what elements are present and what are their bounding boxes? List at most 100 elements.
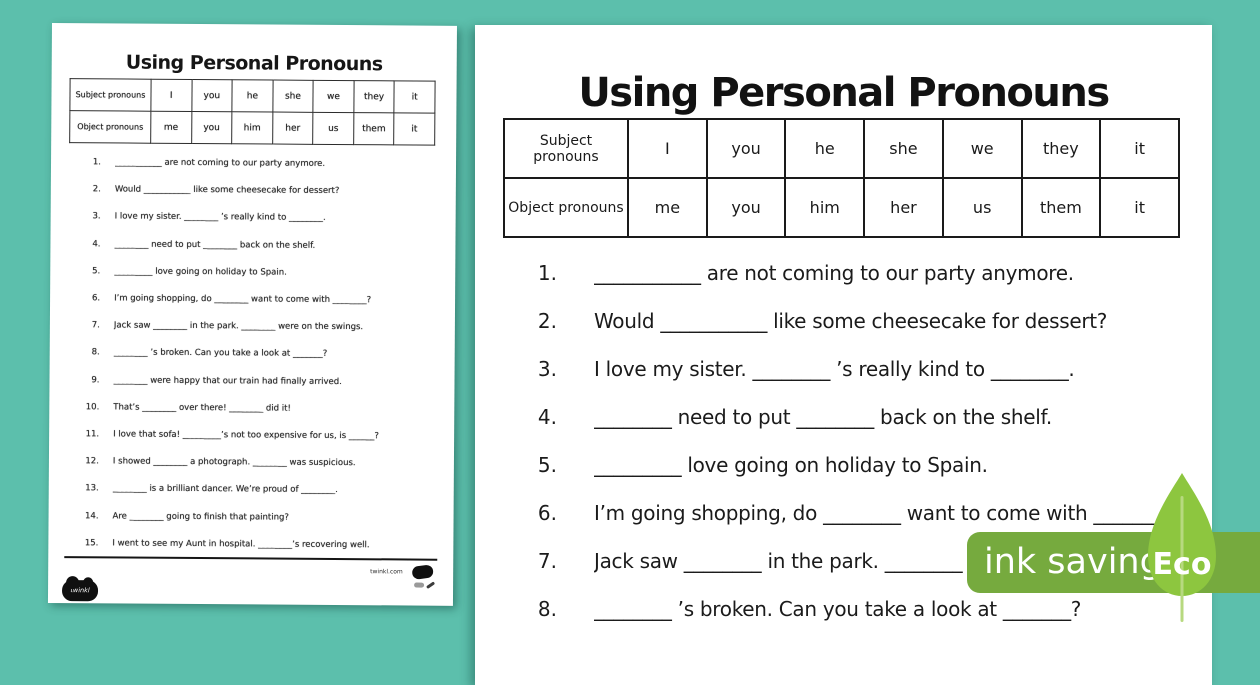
item-number: 1. — [92, 157, 102, 168]
item-number: 12. — [85, 456, 99, 467]
worksheet-page-front: Using Personal Pronouns Subject pronouns… — [475, 25, 1212, 685]
item-number: 7. — [91, 320, 100, 331]
item-text: Would ___________ like some cheesecake f… — [114, 184, 340, 197]
item-number: 13. — [85, 483, 99, 494]
item-number: 7. — [537, 549, 557, 573]
quality-badge-tick — [426, 581, 436, 589]
pronoun-cell: she — [863, 118, 944, 179]
pronoun-cell: I — [150, 79, 192, 112]
pronoun-cell: you — [705, 177, 787, 238]
item-text: ________ were happy that our train had f… — [113, 375, 342, 388]
item-number: 5. — [537, 453, 557, 477]
worksheet-item: 5. _________ love going on holiday to Spa… — [475, 453, 1212, 479]
item-number: 3. — [537, 357, 557, 381]
item-text: ________ need to put ________ back on th… — [114, 239, 316, 251]
pronoun-table: Subject pronouns I you he she we they it… — [69, 78, 436, 146]
pronoun-cell: you — [705, 118, 787, 179]
footer-site-text: twinkl.com — [370, 568, 403, 576]
pronoun-cell: him — [784, 177, 866, 238]
row-label: Object pronouns — [503, 177, 629, 238]
pronoun-cell: her — [272, 112, 314, 145]
worksheet-item: 8. ________ ’s broken. Can you take a loo… — [50, 347, 455, 362]
worksheet-item: 15. I went to see my Aunt in hospital. __… — [48, 538, 453, 553]
pronoun-cell: me — [150, 111, 192, 144]
worksheet-page-back: Using Personal Pronouns Subject pronouns… — [47, 23, 457, 606]
ink-saving-label: ink saving — [984, 542, 1162, 582]
item-text: ________ is a brilliant dancer. We’re pr… — [112, 483, 338, 496]
item-text: _________ love going on holiday to Spain… — [594, 453, 988, 477]
quality-badge-blob — [411, 564, 434, 580]
item-text: I’m going shopping, do ________ want to … — [594, 501, 1182, 525]
eco-leaf-icon: Eco — [1148, 473, 1216, 622]
worksheet-item: 6. I’m going shopping, do ________ want t… — [50, 293, 455, 308]
item-number: 3. — [92, 211, 101, 222]
item-text: ________ ’s broken. Can you take a look … — [113, 347, 328, 359]
worksheet-item: 14. Are ________ going to finish that pai… — [49, 511, 454, 526]
item-number: 2. — [537, 309, 557, 333]
twinkl-quality-badge-icon — [410, 564, 436, 589]
worksheet-item: 11. I love that sofa! _________’s not too… — [49, 429, 454, 444]
page-background: { "background_color": "#5cbfac", "worksh… — [0, 0, 1260, 630]
item-text: That’s ________ over there! ________ did… — [113, 402, 291, 414]
worksheet-item: 2. Would ___________ like some cheesecake… — [475, 309, 1212, 335]
pronoun-cell: it — [394, 112, 435, 146]
pronoun-table: Subject pronouns I you he she we they it… — [503, 118, 1180, 238]
pronoun-cell: me — [627, 177, 708, 238]
pronoun-cell: she — [272, 80, 314, 113]
item-number: 1. — [537, 261, 557, 285]
pronoun-cell: you — [191, 79, 233, 112]
page-title: Using Personal Pronouns — [125, 51, 383, 76]
worksheet-item: 6. I’m going shopping, do ________ want t… — [475, 501, 1212, 527]
eco-label: Eco — [1153, 547, 1212, 582]
pronoun-cell: we — [313, 80, 354, 113]
twinkl-logo: twinkl — [61, 580, 99, 602]
item-number: 6. — [91, 293, 101, 304]
item-text: ________ need to put ________ back on th… — [594, 405, 1052, 429]
quality-badge-mark — [414, 582, 425, 588]
item-number: 2. — [92, 184, 101, 195]
item-text: I went to see my Aunt in hospital. _____… — [112, 538, 370, 551]
row-label: Object pronouns — [69, 110, 151, 144]
table-row: Subject pronouns I you he she we they it — [503, 118, 1180, 179]
item-number: 8. — [91, 347, 100, 358]
pronoun-cell: we — [941, 118, 1023, 179]
item-number: 6. — [537, 501, 557, 525]
table-row: Object pronouns me you him her us them i… — [503, 177, 1180, 238]
worksheet-item: 3. I love my sister. ________ ’s really k… — [51, 211, 456, 226]
item-text: I showed ________ a photograph. ________… — [112, 456, 356, 469]
item-number: 5. — [92, 266, 101, 277]
item-text: I love that sofa! _________’s not too ex… — [113, 429, 379, 442]
pronoun-cell: I — [627, 118, 708, 179]
worksheet-item: 1. ___________ are not coming to our part… — [51, 157, 456, 172]
worksheet-item: 7. Jack saw ________ in the park. _______… — [50, 320, 455, 335]
item-text: I love my sister. ________ ’s really kin… — [114, 211, 326, 223]
item-text: Would ___________ like some cheesecake f… — [594, 309, 1108, 333]
worksheet-item: 4. ________ need to put ________ back on … — [475, 405, 1212, 431]
worksheet-item: 2. Would ___________ like some cheesecake… — [51, 184, 456, 199]
item-text: _________ love going on holiday to Spain… — [114, 266, 287, 278]
item-number: 15. — [84, 538, 99, 549]
pronoun-cell: he — [232, 79, 273, 113]
item-number: 10. — [85, 402, 100, 413]
worksheet-item: 4. ________ need to put ________ back on … — [50, 239, 455, 254]
worksheet-item: 5. _________ love going on holiday to Spa… — [50, 266, 455, 281]
worksheet-item: 1. ___________ are not coming to our part… — [475, 261, 1212, 287]
item-number: 9. — [91, 375, 100, 386]
pronoun-cell: you — [191, 111, 233, 144]
worksheet-item: 3. I love my sister. ________ ’s really k… — [475, 357, 1212, 383]
pronoun-cell: it — [394, 80, 436, 114]
worksheet-item: 8. ________ ’s broken. Can you take a loo… — [475, 597, 1212, 623]
item-text: I love my sister. ________ ’s really kin… — [594, 357, 1075, 381]
pronoun-cell: he — [784, 118, 866, 179]
item-number: 4. — [92, 239, 101, 250]
pronoun-cell: it — [1099, 177, 1180, 238]
worksheet-item: 9. ________ were happy that our train had… — [49, 375, 454, 390]
item-text: ___________ are not coming to our party … — [114, 157, 326, 169]
table-row: Subject pronouns I you he she we they it — [69, 78, 436, 114]
pronoun-cell: they — [1020, 118, 1102, 179]
item-number: 8. — [537, 597, 557, 621]
item-text: Are ________ going to finish that painti… — [112, 511, 289, 523]
page-title: Using Personal Pronouns — [578, 70, 1110, 116]
worksheet-item: 10. That’s ________ over there! ________ … — [49, 402, 454, 417]
pronoun-cell: them — [353, 112, 395, 145]
